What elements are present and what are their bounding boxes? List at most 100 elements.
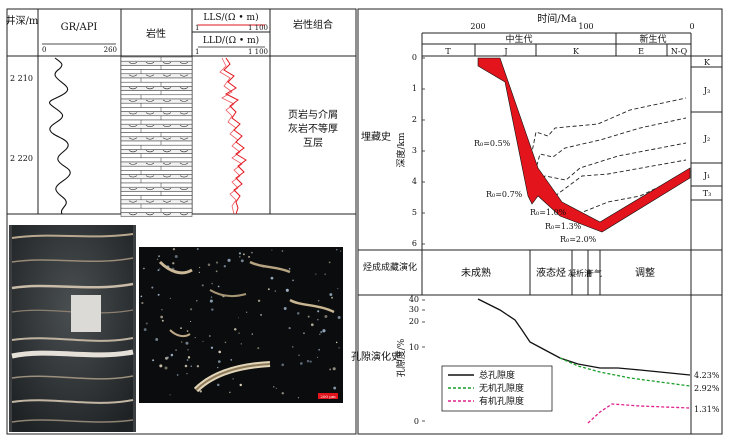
lithology-limestone-row: [120, 212, 193, 217]
depth-tick-2210: 2 210: [10, 74, 33, 83]
period-k: K: [573, 47, 580, 56]
depth-tick-0: 0: [412, 53, 417, 62]
lld-min: 1: [195, 48, 199, 56]
core-sample-label: [71, 295, 101, 332]
porosity-tick-40: 40: [409, 295, 419, 304]
porosity-tick-30: 30: [409, 305, 419, 314]
end-value-total: 4.23%: [694, 371, 720, 380]
stage-adjust: 调整: [635, 266, 655, 279]
time-tick-200: 200: [470, 22, 485, 31]
ro-label-10: R₀=1.0%: [530, 208, 567, 217]
gr-curve: [49, 57, 71, 215]
burial-red-band: [477, 57, 691, 233]
time-axis-label: 时间/Ma: [537, 12, 577, 25]
gr-header: GR/API: [61, 22, 98, 33]
stratum-j2: J₂: [703, 134, 710, 143]
evolution-label: 烃成成藏演化: [363, 261, 417, 273]
lithology-shale-row: [120, 170, 193, 175]
legend-organic: 有机孔隙度: [479, 395, 524, 407]
burial-label: 埋藏史: [361, 131, 391, 143]
stratum-k: K: [704, 58, 711, 67]
lithology-shale-row: [120, 94, 193, 100]
ro-label-07: R₀=0.7%: [486, 190, 523, 199]
depth-tick-1: 1: [412, 84, 417, 93]
period-nq: N-Q: [671, 47, 688, 56]
core-photo: [9, 225, 136, 432]
lld-curve: [219, 57, 243, 215]
strata-column: K J₃ J₂ J₁ T₃: [691, 58, 722, 201]
stratum-j1: J₁: [703, 171, 710, 180]
end-value-inorganic: 2.92%: [694, 384, 720, 393]
lls-curve: [223, 57, 247, 215]
lithology-column: [120, 56, 193, 217]
lithology-shale-row: [120, 128, 193, 133]
lithology-shale-row: [120, 119, 193, 125]
depth-header: 井深/m: [6, 14, 39, 27]
legend-total: 总孔隙度: [479, 369, 515, 381]
lithology-shale-row: [120, 178, 193, 184]
lithology-shale-row: [120, 165, 193, 171]
combination-line-3: 互层: [303, 137, 323, 149]
lithology-shale-row: [120, 195, 193, 201]
time-tick-0: 0: [689, 22, 694, 31]
ro-label-05: R₀=0.5%: [474, 139, 511, 148]
depth-axis-ticks: 0 1 2 3 4 5 6: [412, 53, 425, 248]
period-t: T: [445, 47, 451, 56]
lithology-shale-row: [120, 69, 193, 75]
depth-axis-label: 深度/km: [395, 132, 407, 167]
lithology-shale-row: [120, 182, 193, 188]
end-value-organic: 1.31%: [694, 405, 720, 414]
lithology-shale-row: [120, 207, 193, 213]
depth-tick-2: 2: [412, 115, 417, 124]
porosity-legend: 总孔隙度 无机孔隙度 有机孔隙度: [441, 365, 553, 412]
lithology-shale-row: [120, 191, 193, 196]
porosity-tick-0: 0: [414, 417, 419, 426]
lithology-shale-row: [120, 153, 193, 159]
stage-drygas: 干气: [586, 268, 602, 278]
porosity-label: 孔隙演化史: [351, 350, 401, 363]
lithology-shale-row: [120, 157, 193, 163]
lithology-shale-row: [120, 77, 193, 83]
depth-tick-3: 3: [412, 146, 417, 155]
stratum-t3: T₃: [703, 189, 712, 198]
porosity-axis-ticks: 40 30 20 10 0: [409, 295, 425, 426]
combination-line-2: 灰岩不等厚: [288, 122, 338, 135]
combination-line-1: 页岩与介屑: [288, 108, 338, 121]
lithology-shale-row: [120, 132, 193, 138]
period-j: J: [503, 47, 507, 56]
lls-min: 1: [195, 24, 199, 32]
lls-header: LLS/(Ω • m): [203, 12, 258, 23]
lithology-shale-row: [120, 115, 193, 121]
gr-min: 0: [42, 46, 46, 54]
total-porosity-curve: [477, 298, 691, 376]
lithology-shale-row: [120, 81, 193, 87]
log-panel-frame: [6, 8, 357, 435]
inorganic-porosity-curve: [559, 357, 691, 387]
lithology-shale-row: [120, 140, 193, 146]
era-cenozoic: 新生代: [639, 33, 666, 45]
porosity-tick-10: 10: [409, 343, 419, 352]
stratum-j3: J₃: [703, 86, 710, 95]
legend-inorganic: 无机孔隙度: [479, 382, 524, 394]
history-panel-frame: [357, 8, 723, 435]
lithology-header: 岩性: [146, 27, 166, 40]
lithology-shale-row: [120, 90, 193, 96]
stage-liquid: 液态烃: [536, 266, 566, 279]
depth-tick-6: 6: [412, 239, 417, 248]
time-tick-100: 100: [578, 22, 593, 31]
combination-header: 岩性组合: [293, 18, 333, 31]
ro-label-13: R₀=1.3%: [545, 222, 582, 231]
micro-photo: 200 μm: [139, 247, 343, 403]
lls-max: 1 100: [248, 24, 268, 32]
depth-tick-5: 5: [412, 208, 417, 217]
stage-condensate: 凝析油: [568, 268, 592, 278]
porosity-tick-20: 20: [409, 317, 419, 326]
ro-label-20: R₀=2.0%: [560, 235, 597, 244]
burial-curves: [529, 97, 687, 215]
micro-scale-bar: 200 μm: [320, 394, 336, 399]
lithology-shale-row: [120, 56, 193, 62]
lithology-shale-row: [120, 65, 193, 70]
depth-tick-2220: 2 220: [10, 154, 33, 163]
